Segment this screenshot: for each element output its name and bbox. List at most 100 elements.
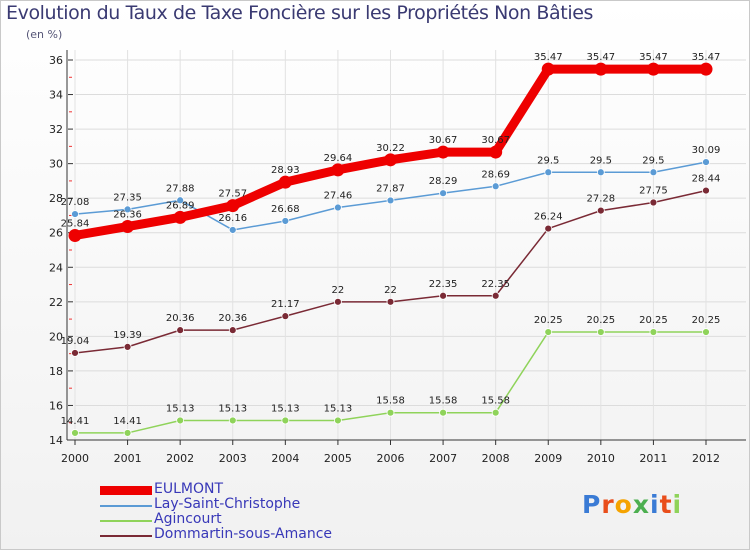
data-label-dommartin-sous-amance: 27.28 — [587, 194, 616, 205]
data-label-agincourt: 15.13 — [324, 403, 353, 414]
data-point-dommartin-sous-amance — [386, 297, 395, 306]
data-point-lay-saint-christophe — [281, 217, 290, 225]
logo-letter: t — [659, 490, 673, 519]
y-tick-label: 20 — [49, 330, 63, 343]
data-point-lay-saint-christophe — [439, 189, 447, 198]
data-point-dommartin-sous-amance — [176, 326, 185, 335]
y-tick-label: 32 — [49, 123, 63, 136]
data-point-eulmont — [226, 199, 240, 213]
data-label-eulmont: 26.89 — [166, 200, 195, 211]
data-label-dommartin-sous-amance: 28.44 — [692, 174, 721, 185]
y-tick-label: 28 — [49, 192, 63, 205]
legend-label-lay-saint-christophe: Lay-Saint-Christophe — [154, 496, 301, 512]
data-label-eulmont: 28.93 — [271, 165, 300, 176]
data-label-lay-saint-christophe: 27.87 — [376, 183, 405, 194]
y-tick-label: 26 — [49, 227, 63, 240]
data-point-agincourt — [596, 328, 605, 336]
legend-swatch-dommartin-sous-amance — [100, 535, 152, 537]
data-label-lay-saint-christophe: 29.5 — [590, 155, 612, 166]
data-point-eulmont — [646, 62, 660, 76]
data-point-lay-saint-christophe — [491, 182, 500, 191]
chart-title: Evolution du Taux de Taxe Foncière sur l… — [6, 2, 594, 24]
data-point-agincourt — [228, 416, 237, 425]
data-point-dommartin-sous-amance — [228, 326, 237, 335]
data-point-dommartin-sous-amance — [596, 206, 605, 215]
data-point-agincourt — [439, 408, 447, 417]
data-point-lay-saint-christophe — [123, 205, 132, 214]
x-tick-label: 2010 — [587, 452, 615, 465]
data-label-agincourt: 15.58 — [481, 396, 510, 407]
data-point-lay-saint-christophe — [649, 168, 658, 177]
data-point-dommartin-sous-amance — [649, 198, 658, 207]
unit-label: (en %) — [26, 28, 63, 41]
data-point-dommartin-sous-amance — [281, 312, 290, 321]
logo-letter: i — [650, 490, 660, 519]
logo-letter: o — [614, 490, 633, 519]
data-label-dommartin-sous-amance: 19.39 — [113, 330, 142, 341]
data-point-eulmont — [436, 145, 450, 159]
data-point-agincourt — [71, 429, 79, 437]
x-tick-label: 2012 — [692, 452, 720, 465]
proxiti-logo: Proxiti — [582, 490, 682, 519]
data-label-lay-saint-christophe: 29.5 — [537, 155, 559, 166]
data-point-agincourt — [649, 328, 658, 336]
data-point-eulmont — [541, 62, 555, 76]
data-label-eulmont: 27.57 — [218, 189, 247, 200]
data-point-lay-saint-christophe — [386, 196, 395, 205]
data-point-agincourt — [176, 416, 185, 425]
x-tick-label: 2005 — [324, 452, 352, 465]
logo-letter: P — [582, 490, 602, 519]
data-label-dommartin-sous-amance: 20.36 — [166, 313, 195, 324]
x-tick-label: 2007 — [429, 452, 457, 465]
data-point-lay-saint-christophe — [228, 226, 237, 234]
data-label-eulmont: 35.47 — [692, 52, 721, 63]
data-label-dommartin-sous-amance: 22.35 — [481, 279, 510, 290]
data-label-agincourt: 20.25 — [587, 315, 616, 326]
data-label-agincourt: 15.13 — [271, 403, 300, 414]
data-label-eulmont: 35.47 — [534, 52, 563, 63]
y-tick-label: 24 — [49, 261, 63, 274]
data-label-lay-saint-christophe: 28.29 — [429, 176, 458, 187]
y-tick-label: 18 — [49, 365, 63, 378]
x-tick-label: 2002 — [166, 452, 194, 465]
data-label-eulmont: 30.67 — [481, 135, 510, 146]
y-tick-label: 22 — [49, 296, 63, 309]
data-point-dommartin-sous-amance — [544, 224, 553, 233]
data-label-dommartin-sous-amance: 22 — [332, 285, 345, 296]
y-tick-label: 34 — [49, 89, 63, 102]
legend-swatch-lay-saint-christophe — [100, 505, 152, 507]
data-label-agincourt: 15.58 — [429, 396, 458, 407]
data-point-lay-saint-christophe — [544, 168, 553, 177]
data-point-lay-saint-christophe — [71, 210, 79, 218]
data-label-dommartin-sous-amance: 26.24 — [534, 212, 563, 223]
legend-label-agincourt: Agincourt — [154, 511, 222, 527]
data-label-eulmont: 26.36 — [113, 210, 142, 221]
data-point-agincourt — [281, 416, 290, 425]
data-label-agincourt: 20.25 — [692, 315, 721, 326]
data-label-lay-saint-christophe: 29.5 — [642, 155, 664, 166]
x-tick-label: 2011 — [639, 452, 667, 465]
data-label-eulmont: 29.64 — [324, 153, 353, 164]
data-point-eulmont — [173, 210, 187, 224]
data-label-dommartin-sous-amance: 22 — [384, 285, 397, 296]
y-tick-label: 16 — [49, 399, 63, 412]
data-point-lay-saint-christophe — [334, 203, 342, 212]
data-point-eulmont — [121, 220, 135, 234]
data-point-agincourt — [123, 429, 132, 437]
data-label-agincourt: 20.25 — [639, 315, 668, 326]
x-tick-label: 2001 — [114, 452, 142, 465]
y-tick-label: 36 — [49, 54, 63, 67]
data-point-agincourt — [334, 416, 342, 425]
data-label-dommartin-sous-amance: 20.36 — [218, 313, 247, 324]
data-point-agincourt — [702, 328, 710, 336]
legend-label-eulmont: EULMONT — [154, 481, 224, 497]
data-label-dommartin-sous-amance: 22.35 — [429, 279, 458, 290]
data-label-agincourt: 20.25 — [534, 315, 563, 326]
data-label-eulmont: 25.84 — [61, 218, 90, 229]
data-point-dommartin-sous-amance — [123, 342, 132, 351]
x-tick-label: 2000 — [61, 452, 89, 465]
data-label-eulmont: 35.47 — [639, 52, 668, 63]
logo-letter: i — [672, 490, 683, 519]
